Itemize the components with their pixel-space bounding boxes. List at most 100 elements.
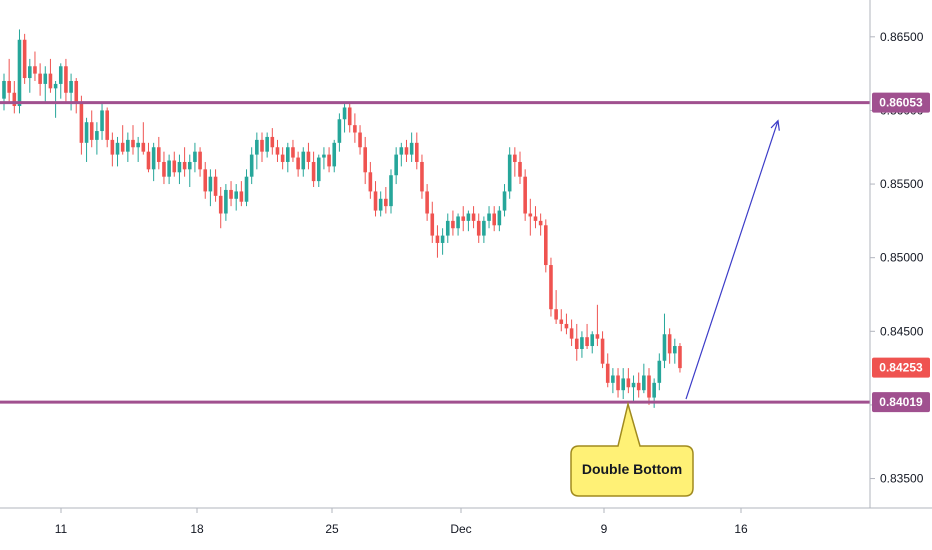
candle-up: [187, 154, 192, 188]
candle-up: [440, 228, 445, 255]
candle-body: [394, 154, 398, 176]
candle-up: [224, 184, 228, 221]
candle-down: [471, 206, 476, 229]
candle-up: [69, 73, 73, 111]
candle-body: [255, 139, 259, 155]
candle-down: [172, 151, 177, 177]
candle-down: [141, 122, 146, 155]
candle-up: [673, 338, 677, 364]
candle-up: [332, 139, 337, 173]
candle-down: [7, 58, 11, 104]
candles-layer: [2, 29, 682, 408]
candle-body: [33, 66, 37, 74]
candle-body: [445, 220, 450, 236]
price-tick-label: 0.83500: [880, 472, 924, 486]
candle-down: [492, 206, 496, 232]
candle-body: [600, 338, 605, 364]
candle-up: [466, 210, 471, 232]
candle-up: [136, 136, 140, 162]
candle-up: [126, 132, 130, 162]
callout-bubble: [570, 401, 694, 497]
candle-body: [621, 378, 625, 391]
candle-body: [79, 103, 84, 143]
time-tick-label: Dec: [450, 522, 471, 536]
candle-body: [291, 147, 295, 158]
candle-body: [260, 139, 264, 152]
candle-body: [48, 73, 53, 89]
candle-body: [157, 147, 161, 162]
price-tick-label: 0.84500: [880, 324, 924, 338]
resistance-price-label: 0.86053: [879, 96, 923, 110]
candle-down: [64, 58, 68, 104]
candle-body: [332, 142, 337, 167]
candle-up: [389, 169, 393, 214]
candle-down: [523, 169, 527, 221]
candle-body: [7, 80, 11, 93]
support-price-label: 0.84019: [879, 395, 923, 409]
projection-arrow-head: [770, 119, 780, 131]
candle-down: [38, 63, 42, 96]
candle-down: [48, 58, 53, 93]
candle-up: [322, 147, 326, 170]
candle-down: [74, 78, 79, 114]
candle-body: [275, 147, 280, 155]
candle-down: [120, 125, 125, 155]
candle-body: [22, 39, 27, 79]
candle-up: [151, 142, 156, 182]
candle-down: [476, 213, 481, 243]
candle-body: [131, 139, 135, 148]
candle-body: [28, 66, 32, 79]
candle-up: [301, 147, 306, 177]
last-price-tag-bg: [872, 357, 930, 378]
candle-body: [373, 191, 378, 211]
support-resistance-layer: [0, 101, 870, 404]
time-axis[interactable]: 11 18 25 Dec 9 16: [0, 507, 932, 536]
candle-body: [38, 73, 42, 84]
price-tick-label: 0.85000: [880, 251, 924, 265]
candle-up: [409, 132, 414, 162]
candle-down: [33, 51, 37, 81]
candle-body: [518, 161, 522, 177]
candle-up: [100, 103, 104, 140]
candle-down: [636, 372, 641, 398]
candle-body: [497, 210, 502, 226]
time-axis-ticks: 11 18 25 Dec 9 16: [55, 508, 748, 536]
double-bottom-callout[interactable]: Double Bottom: [570, 401, 694, 497]
candle-body: [2, 80, 6, 99]
candle-down: [368, 161, 373, 199]
candle-body: [239, 191, 244, 202]
candle-body: [64, 66, 68, 93]
candle-down: [574, 323, 579, 361]
candle-body: [43, 73, 48, 84]
time-tick-label: 18: [190, 522, 204, 536]
candle-body: [249, 154, 254, 177]
candle-body: [574, 338, 579, 349]
candle-down: [420, 154, 424, 199]
candle-up: [399, 142, 404, 167]
candle-body: [605, 363, 610, 383]
candle-body: [492, 213, 496, 226]
candle-down: [585, 323, 589, 349]
projection-arrow[interactable]: [685, 119, 780, 400]
candle-down: [595, 304, 600, 347]
candle-down: [162, 151, 166, 185]
candle-body: [296, 157, 300, 170]
time-tick-label: 16: [734, 522, 748, 536]
candle-down: [89, 110, 94, 148]
candle-body: [74, 80, 79, 104]
candle-body: [538, 220, 543, 226]
candle-body: [193, 151, 197, 162]
price-tick-label: 0.85500: [880, 177, 924, 191]
candle-body: [244, 176, 249, 202]
candle-body: [482, 220, 486, 236]
candle-up: [456, 213, 460, 236]
price-axis[interactable]: 0.865000.860000.855000.850000.845000.840…: [869, 0, 932, 508]
candle-body: [533, 216, 538, 221]
candle-down: [229, 181, 233, 207]
candle-body: [115, 142, 120, 155]
candle-body: [234, 191, 238, 199]
candle-body: [58, 66, 63, 84]
candle-body: [100, 110, 104, 132]
candle-up: [580, 331, 584, 358]
